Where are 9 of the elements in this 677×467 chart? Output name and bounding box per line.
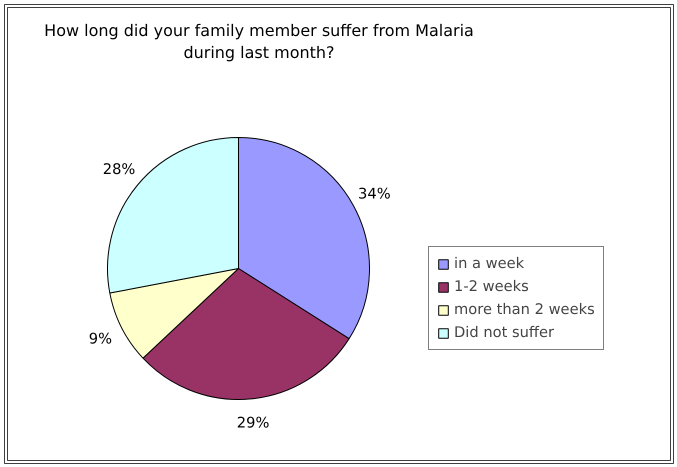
legend-label: in a week xyxy=(454,255,524,272)
legend-label: more than 2 weeks xyxy=(454,301,595,318)
chart-title: How long did your family member suffer from Malaria during last month? xyxy=(44,21,474,62)
data-label: 28% xyxy=(102,161,136,178)
data-label: 34% xyxy=(358,185,391,202)
data-label: 9% xyxy=(88,330,112,348)
data-label: 29% xyxy=(236,414,270,432)
legend-label: Did not suffer xyxy=(454,324,554,341)
legend-label: 1-2 weeks xyxy=(454,278,529,295)
